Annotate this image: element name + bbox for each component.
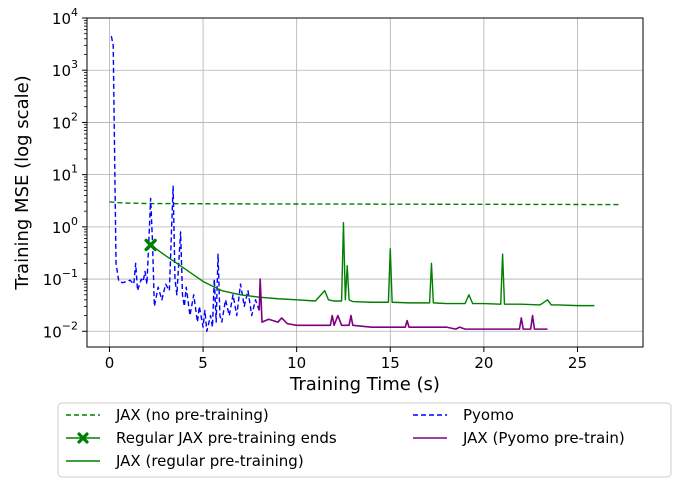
y-tick-label: 10−2: [43, 319, 78, 341]
legend: JAX (no pre-training) Regular JAX pre-tra…: [57, 402, 672, 478]
y-tick-label: 10−1: [43, 267, 78, 289]
legend-marker-cross: [77, 432, 89, 444]
y-tick-label: 101: [52, 163, 78, 185]
plot-area-frame: [86, 17, 644, 348]
legend-label: Pyomo: [463, 406, 514, 424]
series-layer: [109, 35, 621, 332]
series-line-pyomo: [110, 35, 260, 332]
marker-cross-shape: [144, 238, 157, 252]
y-tick-label: 102: [52, 110, 78, 132]
series-line-jax-pyomo-pre-train: [258, 278, 548, 330]
legend-label: JAX (regular pre-training): [115, 452, 304, 470]
grid-lines: [87, 17, 643, 347]
y-tick-label: 100: [52, 215, 78, 237]
series-line-jax-no-pre-training: [109, 201, 621, 206]
x-tick-label: 25: [568, 354, 587, 372]
series-line-jax-regular-pre-training: [150, 222, 595, 307]
legend-item-regular-jax-pre-training-ends: Regular JAX pre-training ends: [66, 429, 337, 447]
y-tick-label: 104: [52, 6, 78, 28]
legend-item-jax-regular-pre-training: JAX (regular pre-training): [66, 452, 304, 470]
y-axis-label: Training MSE (log scale): [12, 75, 33, 290]
legend-item-jax-pyomo-pre-train: JAX (Pyomo pre-train): [413, 429, 625, 447]
legend-box: [57, 402, 672, 478]
x-tick-label: 20: [474, 354, 493, 372]
x-tick-label: 15: [381, 354, 400, 372]
legend-item-pyomo: Pyomo: [413, 406, 514, 424]
x-tick-label: 10: [287, 354, 306, 372]
x-axis-label: Training Time (s): [289, 374, 440, 395]
legend-label: Regular JAX pre-training ends: [116, 429, 337, 447]
y-tick-label: 103: [52, 58, 78, 80]
x-tick-label: 5: [198, 354, 208, 372]
legend-label: JAX (Pyomo pre-train): [462, 429, 625, 447]
legend-label: JAX (no pre-training): [115, 406, 269, 424]
x-axis-ticks: 0 5 10 15 20 25: [105, 347, 587, 372]
x-tick-label: 0: [105, 354, 115, 372]
y-axis-ticks: 10−2 10−1 100 101 102 103 104: [43, 6, 87, 341]
legend-item-jax-no-pre-training: JAX (no pre-training): [66, 406, 269, 424]
marker-pretraining-end: [144, 238, 157, 252]
